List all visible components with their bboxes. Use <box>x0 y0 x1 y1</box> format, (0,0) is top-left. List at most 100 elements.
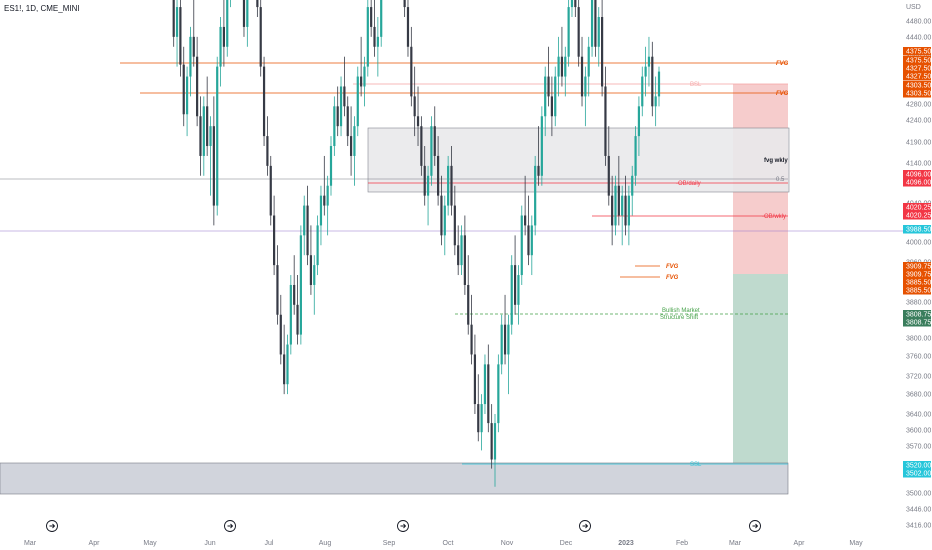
svg-text:4020.25: 4020.25 <box>906 213 931 220</box>
y-tick-label: 3760.00 <box>906 354 931 361</box>
candle <box>480 394 483 451</box>
price-label: 4020.25 <box>903 211 931 220</box>
candle <box>641 66 644 117</box>
price-label: 3808.75 <box>903 310 931 319</box>
candle <box>614 175 617 236</box>
candle <box>293 255 296 315</box>
candle <box>199 96 202 176</box>
symbol-title: ES1!, 1D, CME_MINI <box>4 4 80 13</box>
svg-text:4303.50: 4303.50 <box>906 91 931 98</box>
candle <box>410 26 413 107</box>
event-marker-icon[interactable] <box>397 520 409 532</box>
candle <box>463 215 466 295</box>
x-tick-label: Feb <box>676 540 688 547</box>
price-labels: 4375.504375.504327.504327.504303.504303.… <box>903 47 931 478</box>
candle <box>557 36 560 97</box>
candle <box>634 126 637 186</box>
candle <box>517 265 520 325</box>
candle <box>363 56 366 107</box>
y-tick-label: 4000.00 <box>906 240 931 247</box>
candle <box>527 195 530 266</box>
price-label: 4096.00 <box>903 170 931 179</box>
candle <box>470 294 473 365</box>
candle <box>621 185 624 246</box>
buy-zone <box>733 274 788 466</box>
ob-daily-label: -OB/daily <box>676 181 701 187</box>
price-label: 3502.00 <box>903 469 931 478</box>
candle <box>192 0 195 67</box>
candle <box>530 215 533 276</box>
candle <box>259 0 262 77</box>
svg-text:3808.75: 3808.75 <box>906 312 931 319</box>
price-label: 4303.50 <box>903 89 931 98</box>
candle <box>604 66 607 166</box>
svg-text:4096.00: 4096.00 <box>906 180 931 187</box>
candle <box>433 106 436 166</box>
candle <box>262 56 266 147</box>
x-tick-label: Jul <box>265 540 274 547</box>
candle <box>447 155 450 216</box>
event-marker-icon[interactable] <box>46 520 58 532</box>
event-marker-icon[interactable] <box>749 520 761 532</box>
candle <box>437 136 440 206</box>
ssl-gray-box <box>0 462 789 495</box>
y-tick-label: 4190.00 <box>906 140 931 147</box>
price-label: 3909.75 <box>903 262 931 271</box>
candle <box>601 0 604 97</box>
x-tick-label: Mar <box>729 540 742 547</box>
candle <box>226 0 229 57</box>
candle <box>483 354 487 414</box>
candle <box>316 215 319 276</box>
price-label: 3885.50 <box>903 286 931 295</box>
ssl-label: SSL <box>690 462 702 468</box>
svg-text:4303.50: 4303.50 <box>906 83 931 90</box>
candle <box>493 414 497 487</box>
event-marker-icon[interactable] <box>579 520 591 532</box>
x-tick-label: Jun <box>204 540 215 547</box>
candle <box>222 0 225 67</box>
half-label: 0.5 <box>776 177 785 183</box>
svg-text:4327.50: 4327.50 <box>906 66 931 73</box>
candle <box>430 116 433 186</box>
candle <box>356 66 359 137</box>
candle <box>617 155 620 226</box>
price-label: 3520.00 <box>903 461 931 470</box>
candle <box>550 76 553 137</box>
price-label: 4020.25 <box>903 203 931 212</box>
candle <box>577 0 580 67</box>
candle <box>209 116 212 196</box>
candle <box>179 0 182 77</box>
x-tick-label: Aug <box>319 540 332 547</box>
candle <box>654 76 657 127</box>
candle <box>299 225 302 345</box>
candle <box>584 66 587 127</box>
structure-label-2: Structure Shift <box>660 315 698 321</box>
candle <box>276 245 279 325</box>
svg-text:3520.00: 3520.00 <box>906 463 931 470</box>
y-tick-label: 3416.00 <box>906 523 931 530</box>
candle <box>403 0 406 17</box>
svg-text:3909.75: 3909.75 <box>906 272 931 279</box>
candle <box>376 17 379 77</box>
y-tick-label: 4240.00 <box>906 118 931 125</box>
price-label: 3808.75 <box>903 318 931 327</box>
candle <box>507 314 510 395</box>
candle <box>219 17 222 87</box>
svg-text:3988.50: 3988.50 <box>906 227 931 234</box>
candle <box>370 0 373 37</box>
candle <box>212 96 215 226</box>
price-label: 3909.75 <box>903 270 931 279</box>
y-tick-label: 3680.00 <box>906 392 931 399</box>
y-tick-label: 4280.00 <box>906 102 931 109</box>
candle <box>309 225 313 295</box>
candle <box>554 66 557 127</box>
candle <box>353 116 356 186</box>
candle <box>503 294 507 365</box>
event-marker-icon[interactable] <box>224 520 236 532</box>
candle <box>443 195 446 256</box>
candle <box>570 0 574 17</box>
candle <box>333 96 336 156</box>
y-tick-label: 3640.00 <box>906 412 931 419</box>
candle <box>510 255 513 335</box>
